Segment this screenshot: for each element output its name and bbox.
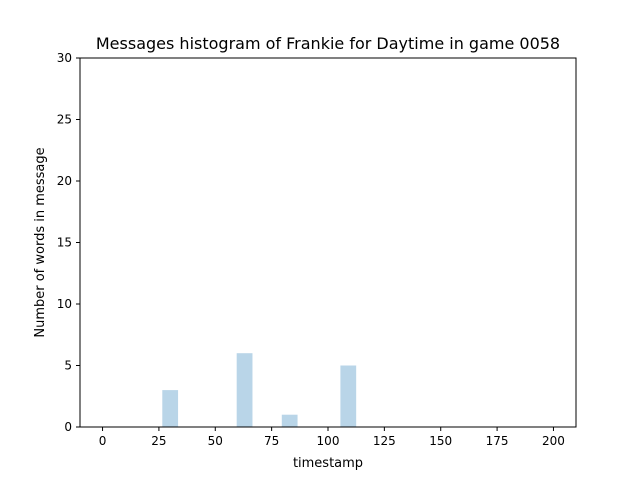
y-axis-label: Number of words in message bbox=[33, 147, 48, 337]
x-axis-label: timestamp bbox=[293, 456, 363, 471]
y-tick-label: 20 bbox=[57, 174, 72, 188]
y-tick-label: 10 bbox=[57, 297, 72, 311]
x-tick-label: 100 bbox=[317, 434, 340, 448]
histogram-bar bbox=[236, 353, 253, 427]
histogram-bar bbox=[281, 414, 298, 427]
histogram-bar bbox=[340, 365, 357, 427]
x-tick-label: 150 bbox=[429, 434, 452, 448]
chart-title: Messages histogram of Frankie for Daytim… bbox=[96, 34, 560, 53]
x-tick-label: 75 bbox=[264, 434, 279, 448]
x-tick-label: 200 bbox=[542, 434, 565, 448]
histogram-bar bbox=[162, 390, 179, 427]
y-tick-label: 5 bbox=[64, 359, 72, 373]
y-axis-ticks: 0 5 10 15 20 25 30 bbox=[57, 51, 80, 434]
x-axis-ticks: 0 25 50 75 100 125 150 175 200 bbox=[99, 427, 565, 448]
bars-group bbox=[162, 353, 357, 427]
y-tick-label: 25 bbox=[57, 113, 72, 127]
x-tick-label: 50 bbox=[208, 434, 223, 448]
x-tick-label: 175 bbox=[486, 434, 509, 448]
y-tick-label: 0 bbox=[64, 420, 72, 434]
x-tick-label: 0 bbox=[99, 434, 107, 448]
x-tick-label: 125 bbox=[373, 434, 396, 448]
y-tick-label: 30 bbox=[57, 51, 72, 65]
y-tick-label: 15 bbox=[57, 236, 72, 250]
x-tick-label: 25 bbox=[151, 434, 166, 448]
